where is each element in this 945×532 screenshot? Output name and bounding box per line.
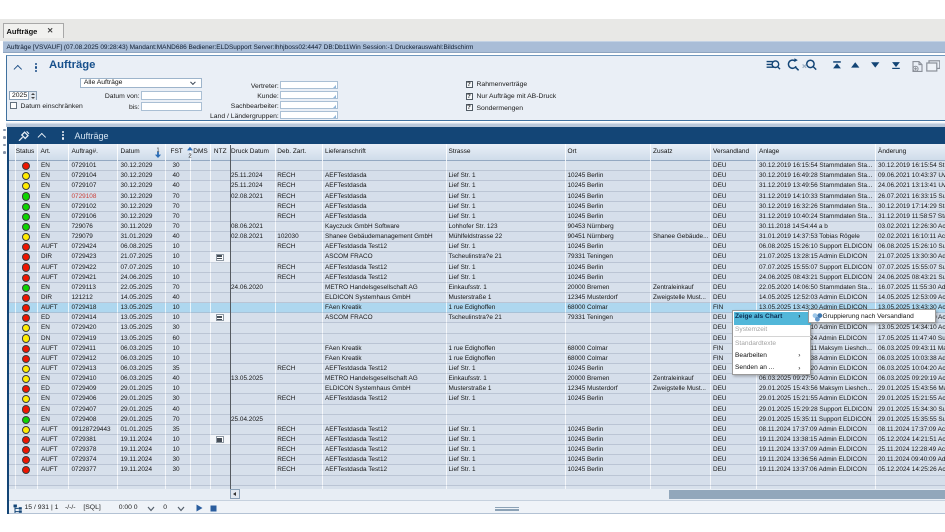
svg-text:2: 2	[188, 154, 191, 160]
svg-text:1: 1	[156, 147, 159, 153]
